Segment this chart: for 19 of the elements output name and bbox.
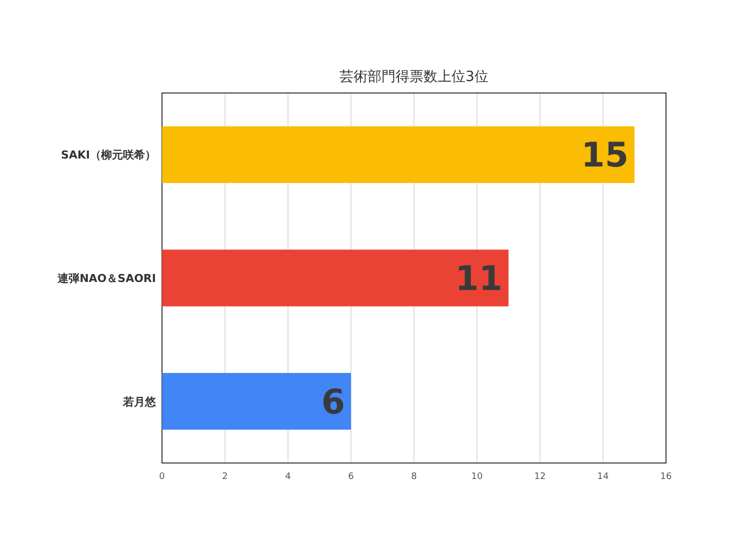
x-tick-label: 14 [597,472,609,482]
data-label: 15 [581,136,628,176]
y-tick-label: 連弾NAO＆SAORI [56,272,156,285]
bar [162,250,508,306]
x-tick-label: 8 [411,472,418,482]
x-tick-label: 0 [159,472,166,482]
bar [162,126,634,184]
data-label: 11 [455,259,502,299]
x-tick-label: 16 [660,472,672,482]
data-label: 6 [321,382,345,422]
y-tick-label: SAKI（柳元咲希） [60,148,156,162]
x-tick-label: 6 [348,472,354,482]
bar [162,372,351,430]
x-tick-label: 4 [285,472,292,482]
x-tick-label: 2 [222,472,228,482]
x-tick-label: 12 [534,472,546,482]
x-tick-label: 10 [471,472,483,482]
chart-title: 芸術部門得票数上位3位 [340,69,488,85]
y-tick-label: 若月悠 [122,395,157,408]
